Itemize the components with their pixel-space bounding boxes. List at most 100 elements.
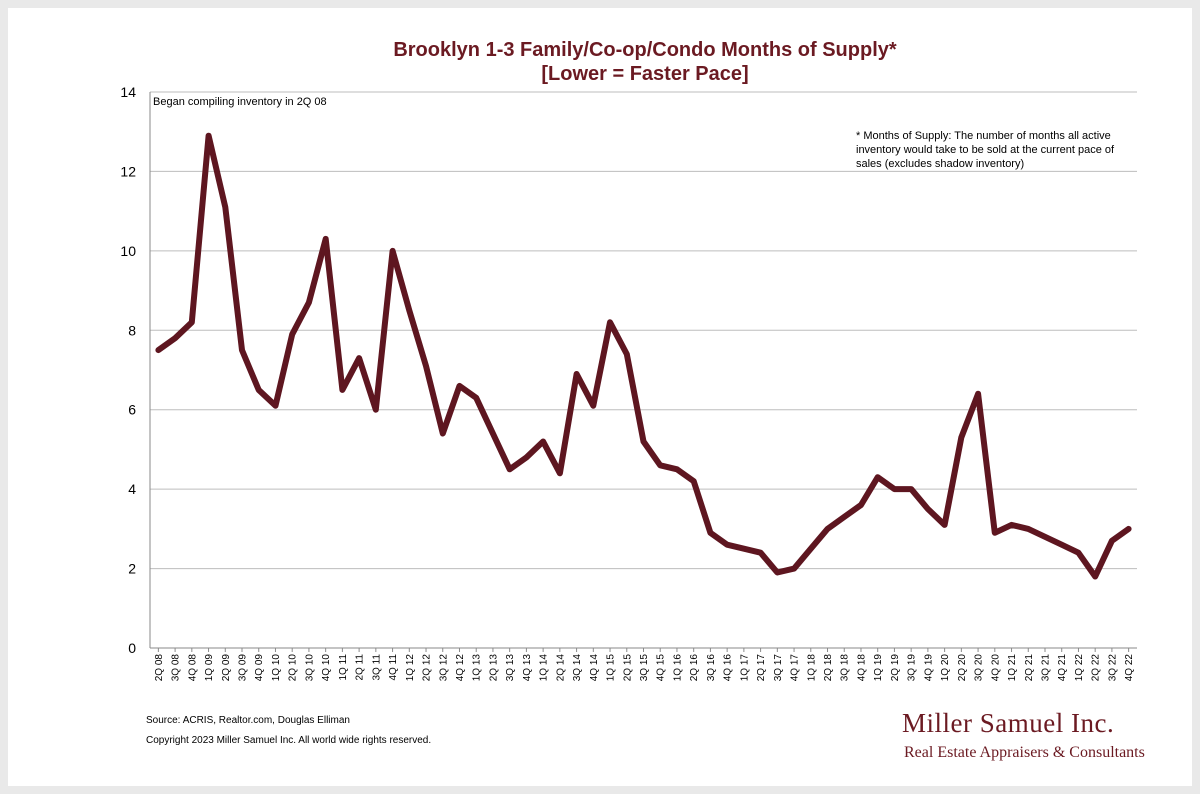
x-tick-label: 4Q 08 [187,654,198,682]
data-point [323,236,328,241]
x-tick-label: 1Q 09 [204,654,215,682]
x-tick-label: 3Q 18 [840,654,851,682]
data-point [306,300,311,305]
x-tick-label: 2Q 17 [756,654,767,682]
y-tick-label: 10 [120,243,136,259]
chart-title: Brooklyn 1-3 Family/Co-op/Condo Months o… [393,39,897,61]
chart-panel [8,8,1192,786]
x-tick-label: 3Q 13 [505,654,516,682]
data-point [541,439,546,444]
data-point [490,431,495,436]
data-point [992,530,997,535]
data-point [290,332,295,337]
data-point [1076,550,1081,555]
x-tick-label: 4Q 10 [321,654,332,682]
data-point [808,546,813,551]
x-tick-label: 3Q 17 [773,654,784,682]
x-tick-label: 4Q 13 [522,654,533,682]
x-tick-label: 2Q 19 [890,654,901,682]
x-tick-label: 3Q 11 [371,654,382,681]
x-tick-label: 3Q 19 [907,654,918,682]
data-point [792,566,797,571]
x-tick-label: 1Q 14 [539,654,550,682]
data-point [1042,534,1047,539]
x-tick-label: 4Q 22 [1124,654,1135,682]
y-tick-label: 8 [128,322,136,338]
x-tick-label: 3Q 16 [706,654,717,682]
x-tick-label: 3Q 20 [974,654,985,682]
y-tick-label: 2 [128,561,136,577]
data-point [357,356,362,361]
footnote-line-3: sales (excludes shadow inventory) [856,158,1025,170]
data-point [256,387,261,392]
data-point [1026,526,1031,531]
x-tick-label: 1Q 11 [338,654,349,681]
chart-subtitle: [Lower = Faster Pace] [541,63,749,85]
data-point [741,546,746,551]
data-point [240,348,245,353]
footnote-line-1: * Months of Supply: The number of months… [856,130,1111,142]
data-point [925,507,930,511]
data-point [223,205,228,210]
x-tick-label: 4Q 17 [790,654,801,682]
x-tick-label: 1Q 13 [472,654,483,682]
data-point [674,467,679,472]
data-point [775,570,780,575]
x-tick-label: 4Q 11 [388,654,399,681]
x-tick-label: 1Q 10 [271,654,282,682]
data-point [875,475,880,480]
data-point [156,348,161,353]
series-line [155,132,1132,580]
x-tick-label: 1Q 21 [1007,654,1018,682]
data-point [457,383,462,388]
x-tick-label: 4Q 12 [455,654,466,682]
data-point [641,439,646,444]
x-tick-label: 3Q 22 [1107,654,1118,682]
x-tick-label: 1Q 17 [739,654,750,682]
x-tick-label: 2Q 16 [689,654,700,682]
data-point [959,435,964,440]
brand-tagline: Real Estate Appraisers & Consultants [904,744,1145,761]
x-tick-label: 4Q 14 [589,654,600,682]
x-tick-label: 2Q 13 [488,654,499,682]
footnote-line-2: inventory would take to be sold at the c… [856,144,1115,156]
x-tick-label: 2Q 15 [622,654,633,682]
data-point [474,395,479,400]
x-tick-label: 2Q 10 [288,654,299,682]
data-point [725,542,730,547]
data-point [691,479,696,484]
x-tick-label: 3Q 09 [238,654,249,682]
data-point [390,248,395,253]
data-point [842,514,847,519]
x-tick-label: 2Q 12 [422,654,433,682]
data-point [976,391,981,396]
x-tick-label: 1Q 16 [672,654,683,682]
x-tick-label: 2Q 11 [355,654,366,681]
data-point [1126,526,1131,531]
data-point [507,467,512,472]
data-point [574,371,579,376]
x-tick-label: 4Q 19 [923,654,934,682]
data-point [340,387,345,392]
data-point [373,407,378,412]
y-tick-label: 4 [128,481,136,497]
data-point [524,455,529,460]
data-point [708,530,713,535]
x-tick-label: 1Q 15 [606,654,617,682]
copyright-text: Copyright 2023 Miller Samuel Inc. All wo… [146,735,432,746]
data-point [942,522,947,527]
data-point [173,336,178,341]
data-point [189,320,194,325]
data-point [825,526,830,531]
y-tick-label: 12 [120,163,136,179]
data-point [1009,522,1014,527]
x-tick-label: 1Q 22 [1074,654,1085,682]
x-tick-label: 2Q 14 [555,654,566,682]
data-point [608,320,613,325]
x-tick-label: 4Q 16 [723,654,734,682]
brand-logo-name: Miller Samuel Inc. [902,708,1115,738]
x-tick-label: 1Q 20 [940,654,951,682]
x-tick-label: 4Q 09 [254,654,265,682]
x-tick-label: 1Q 12 [405,654,416,682]
